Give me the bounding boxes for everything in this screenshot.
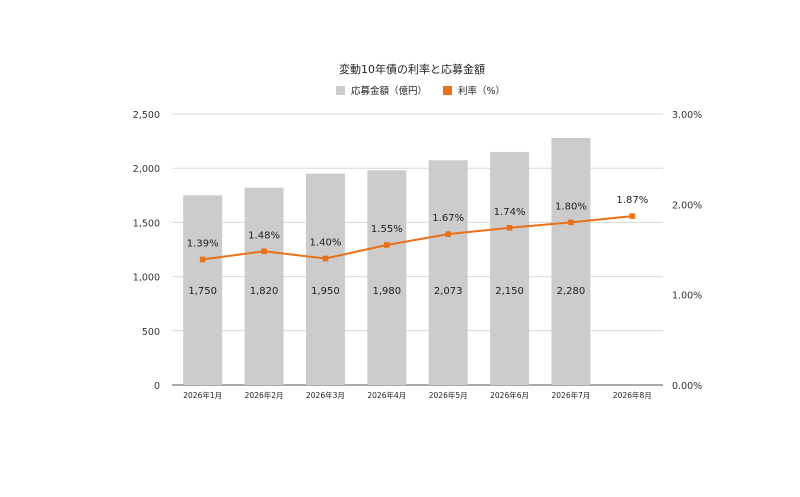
x-axis-tick-label: 2026年2月 bbox=[245, 390, 284, 400]
line-point bbox=[568, 219, 574, 226]
line-point bbox=[322, 255, 329, 262]
x-axis: 2026年1月 2026年2月 2026年3月 2026年4月 2026年5月 2026年… bbox=[183, 390, 651, 400]
left-axis-tick-label: 1,000 bbox=[133, 273, 160, 284]
bar bbox=[244, 187, 284, 385]
line-point bbox=[199, 256, 206, 263]
bar bbox=[490, 151, 530, 385]
line-point bbox=[384, 242, 390, 248]
line-data-label: 1.80% bbox=[555, 201, 587, 212]
bar-series: 1,750 1,820 1,950 1,980 2,073 2,150 2,280 bbox=[183, 137, 591, 385]
left-axis-tick-label: 0 bbox=[154, 381, 160, 392]
bar-data-label: 1,980 bbox=[372, 286, 401, 297]
x-axis-tick-label: 2026年7月 bbox=[552, 390, 591, 400]
right-axis: 0.00% 1.00% 2.00% 3.00% bbox=[672, 110, 702, 392]
line-point bbox=[629, 213, 636, 219]
left-axis-tick-label: 1,500 bbox=[133, 218, 160, 229]
right-axis-tick-label: 3.00% bbox=[672, 110, 702, 121]
x-axis-tick-label: 2026年6月 bbox=[490, 390, 529, 400]
x-axis-tick-label: 2026年5月 bbox=[429, 390, 468, 400]
legend-swatch-amount bbox=[336, 86, 345, 95]
left-axis: 0 500 1,000 1,500 2,000 2,500 bbox=[133, 110, 160, 392]
chart-title: 変動10年債の利率と応募金額 bbox=[339, 62, 485, 76]
bar-data-label: 2,150 bbox=[495, 286, 524, 297]
line-data-label: 1.67% bbox=[432, 213, 464, 224]
legend-label-amount: 応募金額（億円） bbox=[351, 85, 427, 97]
bar-data-label: 1,950 bbox=[311, 286, 340, 297]
left-axis-tick-label: 2,000 bbox=[133, 164, 160, 175]
bar bbox=[551, 137, 591, 385]
line-series: 1.39% 1.48% 1.40% 1.55% 1.67% 1.74% 1.80% 1.87% bbox=[187, 195, 648, 263]
legend: 応募金額（億円） 利率（%） bbox=[336, 85, 505, 97]
bar bbox=[305, 173, 345, 385]
line-data-label: 1.87% bbox=[616, 195, 648, 206]
bar bbox=[367, 170, 407, 385]
legend-label-rate: 利率（%） bbox=[458, 85, 505, 97]
right-axis-tick-label: 1.00% bbox=[672, 291, 702, 302]
rate-line bbox=[202, 215, 633, 261]
line-point bbox=[261, 248, 267, 255]
line-point bbox=[445, 231, 451, 237]
line-data-label: 1.74% bbox=[494, 207, 526, 218]
bar bbox=[183, 195, 223, 385]
line-data-label: 1.40% bbox=[310, 238, 342, 249]
line-data-label: 1.39% bbox=[187, 238, 219, 249]
bar-data-label: 1,750 bbox=[188, 286, 217, 297]
x-axis-tick-label: 2026年8月 bbox=[613, 390, 652, 400]
line-point bbox=[506, 225, 513, 231]
bar bbox=[428, 160, 468, 385]
right-axis-tick-label: 2.00% bbox=[672, 200, 702, 211]
x-axis-tick-label: 2026年1月 bbox=[183, 390, 222, 400]
left-axis-tick-label: 500 bbox=[142, 327, 160, 338]
line-data-label: 1.55% bbox=[371, 224, 403, 235]
legend-swatch-rate bbox=[443, 86, 452, 95]
bar-data-label: 1,820 bbox=[250, 286, 279, 297]
left-axis-tick-label: 2,500 bbox=[133, 110, 160, 121]
x-axis-tick-label: 2026年3月 bbox=[306, 390, 345, 400]
bar-data-label: 2,280 bbox=[557, 286, 586, 297]
x-axis-tick-label: 2026年4月 bbox=[367, 390, 406, 400]
line-data-label: 1.48% bbox=[248, 230, 280, 241]
right-axis-tick-label: 0.00% bbox=[672, 381, 702, 392]
bar-data-label: 2,073 bbox=[434, 286, 463, 297]
